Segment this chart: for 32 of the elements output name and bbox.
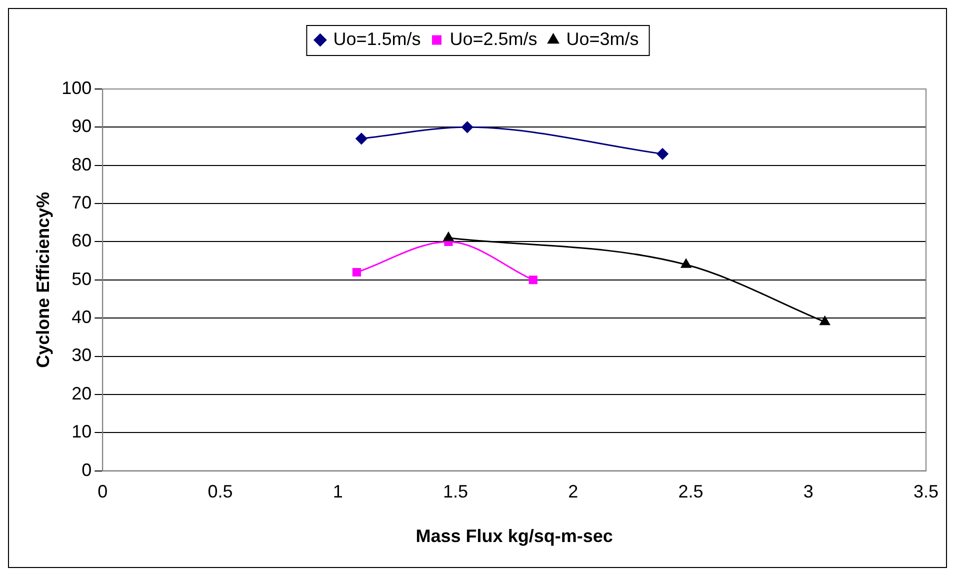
y-tick-label: 0 bbox=[82, 460, 92, 480]
point bbox=[443, 232, 454, 242]
point bbox=[820, 316, 830, 326]
x-tick-label: 1 bbox=[332, 482, 343, 502]
x-tick-label: 1.5 bbox=[442, 482, 468, 502]
y-tick-label: 90 bbox=[72, 116, 92, 136]
y-tick-label: 30 bbox=[72, 345, 92, 366]
x-tick-label: 2 bbox=[568, 482, 578, 502]
point bbox=[462, 121, 474, 133]
x-tick-label: 0 bbox=[98, 482, 108, 502]
y-tick-label: 100 bbox=[62, 78, 92, 98]
y-tick-label: 20 bbox=[72, 383, 92, 404]
y-tick-label: 60 bbox=[72, 230, 92, 251]
point bbox=[680, 258, 692, 268]
x-tick-label: 3 bbox=[803, 482, 814, 502]
legend-label: Uo=1.5m/s bbox=[333, 28, 421, 49]
legend-label: Uo=2.5m/s bbox=[450, 28, 538, 49]
point bbox=[352, 268, 361, 277]
y-tick-label: 80 bbox=[72, 154, 92, 174]
x-tick-label: 2.5 bbox=[678, 482, 704, 502]
point bbox=[356, 132, 368, 144]
y-tick-label: 70 bbox=[72, 192, 92, 213]
legend-label: Uo=3m/s bbox=[566, 28, 639, 49]
x-axis-title: Mass Flux kg/sq-m-sec bbox=[416, 526, 613, 546]
y-tick-label: 50 bbox=[72, 268, 92, 289]
x-tick-label: 3.5 bbox=[913, 482, 939, 502]
x-tick-label: 0.5 bbox=[208, 482, 233, 502]
y-tick-label: 10 bbox=[72, 422, 92, 442]
point bbox=[528, 276, 538, 284]
point bbox=[656, 148, 668, 160]
y-tick-label: 40 bbox=[72, 307, 92, 328]
y-axis-title: Cyclone Efficiency% bbox=[32, 192, 53, 368]
